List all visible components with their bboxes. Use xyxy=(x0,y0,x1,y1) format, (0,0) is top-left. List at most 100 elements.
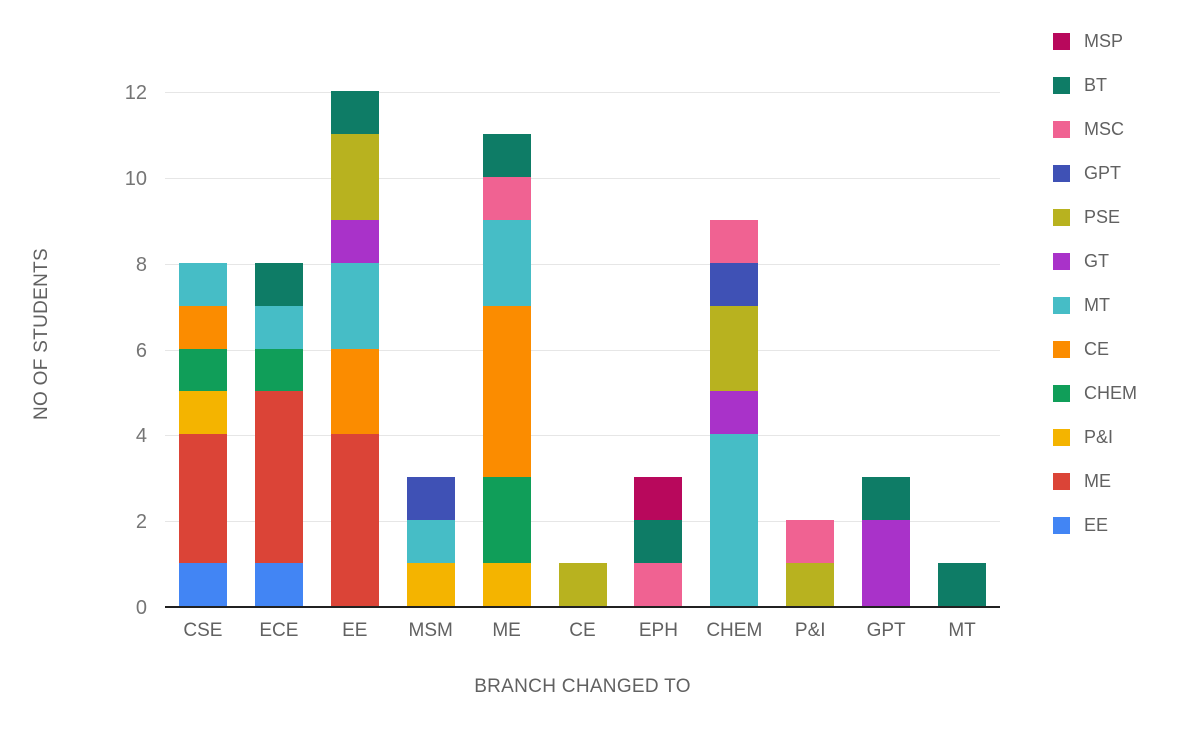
segment-CHEM-MT[interactable] xyxy=(710,434,759,606)
segment-CHEM-GPT[interactable] xyxy=(710,262,759,306)
legend-item-P&I[interactable]: P&I xyxy=(1053,427,1137,447)
y-tick-label: 10 xyxy=(124,167,147,190)
bar-EE[interactable] xyxy=(330,91,379,606)
legend-item-GPT[interactable]: GPT xyxy=(1053,163,1137,183)
bar-EPH[interactable] xyxy=(634,477,683,606)
segment-ECE-BT[interactable] xyxy=(254,262,303,306)
bar-CE[interactable] xyxy=(558,563,607,606)
y-tick-label: 8 xyxy=(135,253,147,276)
segment-GPT-BT[interactable] xyxy=(862,477,911,521)
y-tick-label: 4 xyxy=(135,425,147,448)
legend-item-CE[interactable]: CE xyxy=(1053,339,1137,359)
segment-CSE-CE[interactable] xyxy=(178,305,227,349)
segment-P&I-MSC[interactable] xyxy=(786,520,835,564)
legend-swatch xyxy=(1053,385,1070,402)
x-axis-title: BRANCH CHANGED TO xyxy=(474,676,691,697)
legend-label: CE xyxy=(1084,339,1110,359)
legend-item-CHEM[interactable]: CHEM xyxy=(1053,383,1137,403)
segment-ECE-CHEM[interactable] xyxy=(254,348,303,392)
legend-label: CHEM xyxy=(1084,383,1137,403)
x-category-label: EPH xyxy=(638,620,678,641)
segment-EE-BT[interactable] xyxy=(330,91,379,134)
segment-EE-PSE[interactable] xyxy=(330,133,379,220)
legend-item-PSE[interactable]: PSE xyxy=(1053,207,1137,227)
bar-MSM[interactable] xyxy=(406,477,455,606)
segment-CE-PSE[interactable] xyxy=(558,563,607,606)
segment-ECE-ME[interactable] xyxy=(254,391,303,564)
segment-EE-GT[interactable] xyxy=(330,219,379,263)
bar-GPT[interactable] xyxy=(862,477,911,606)
segment-MSM-P&I[interactable] xyxy=(406,563,455,606)
legend-swatch xyxy=(1053,33,1070,50)
segment-GPT-GT[interactable] xyxy=(862,520,911,606)
segment-CSE-P&I[interactable] xyxy=(178,391,227,435)
legend-item-ME[interactable]: ME xyxy=(1053,471,1137,491)
segment-CSE-MT[interactable] xyxy=(178,262,227,306)
segment-ME-MSC[interactable] xyxy=(482,176,531,220)
gridline-6 xyxy=(165,349,1000,351)
y-axis: 0 2 4 6 8 10 12 xyxy=(75,60,147,619)
legend-label: PSE xyxy=(1084,207,1121,227)
segment-ME-CE[interactable] xyxy=(482,305,531,478)
bar-CHEM[interactable] xyxy=(710,219,759,606)
segment-P&I-PSE[interactable] xyxy=(786,563,835,606)
segment-CHEM-PSE[interactable] xyxy=(710,305,759,392)
segment-ECE-MT[interactable] xyxy=(254,305,303,349)
plot-area xyxy=(165,60,1000,608)
segment-ME-BT[interactable] xyxy=(482,133,531,177)
y-tick-label: 0 xyxy=(135,597,147,619)
x-axis-line xyxy=(165,606,1000,608)
segment-MSM-MT[interactable] xyxy=(406,520,455,564)
bar-ECE[interactable] xyxy=(254,262,303,606)
segment-EE-ME[interactable] xyxy=(330,434,379,606)
x-category-label: CHEM xyxy=(706,620,763,641)
segment-CSE-ME[interactable] xyxy=(178,434,227,564)
legend-item-EE[interactable]: EE xyxy=(1053,515,1137,535)
segment-CHEM-GT[interactable] xyxy=(710,391,759,435)
legend-item-MT[interactable]: MT xyxy=(1053,295,1137,315)
legend-item-MSC[interactable]: MSC xyxy=(1053,119,1137,139)
legend-label: MSC xyxy=(1084,119,1124,139)
segment-CSE-EE[interactable] xyxy=(178,563,227,606)
gridline-4 xyxy=(165,435,1000,437)
gridline-10 xyxy=(165,177,1000,179)
x-category-label: ME xyxy=(492,620,521,641)
segment-EPH-BT[interactable] xyxy=(634,520,683,564)
segment-CHEM-MSC[interactable] xyxy=(710,219,759,263)
x-axis: CSE ECE EE MSM ME CE EPH CHEM P&I GPT MT xyxy=(165,620,1000,646)
bar-P&I[interactable] xyxy=(786,520,835,606)
bar-MT[interactable] xyxy=(938,563,987,606)
segment-EE-CE[interactable] xyxy=(330,348,379,435)
legend-swatch xyxy=(1053,429,1070,446)
x-category-label: GPT xyxy=(866,620,906,641)
segment-CSE-CHEM[interactable] xyxy=(178,348,227,392)
x-category-label: EE xyxy=(342,620,368,641)
bar-CSE[interactable] xyxy=(178,262,227,606)
bar-ME[interactable] xyxy=(482,133,531,606)
legend-swatch xyxy=(1053,297,1070,314)
segment-ME-CHEM[interactable] xyxy=(482,477,531,564)
legend-item-MSP[interactable]: MSP xyxy=(1053,31,1137,51)
legend-swatch xyxy=(1053,209,1070,226)
segment-EE-MT[interactable] xyxy=(330,262,379,349)
segment-ME-MT[interactable] xyxy=(482,219,531,306)
legend-label: EE xyxy=(1084,515,1109,535)
segment-MT-BT[interactable] xyxy=(938,563,987,606)
segment-MSM-GPT[interactable] xyxy=(406,477,455,521)
segment-EPH-MSC[interactable] xyxy=(634,563,683,606)
legend-swatch xyxy=(1053,165,1070,182)
legend-label: ME xyxy=(1084,471,1111,491)
legend: MSP BT MSC GPT PSE GT MT CE CHEM P&I ME EE xyxy=(1053,31,1137,535)
legend-swatch xyxy=(1053,77,1070,94)
gridline-12 xyxy=(165,92,1000,93)
legend-item-BT[interactable]: BT xyxy=(1053,75,1137,95)
legend-label: BT xyxy=(1084,75,1108,95)
segment-EPH-MSP[interactable] xyxy=(634,477,683,521)
segment-ECE-EE[interactable] xyxy=(254,563,303,606)
legend-item-GT[interactable]: GT xyxy=(1053,251,1137,271)
y-tick-label: 12 xyxy=(124,82,147,104)
segment-ME-P&I[interactable] xyxy=(482,563,531,606)
legend-swatch xyxy=(1053,341,1070,358)
x-category-label: CSE xyxy=(183,620,223,641)
